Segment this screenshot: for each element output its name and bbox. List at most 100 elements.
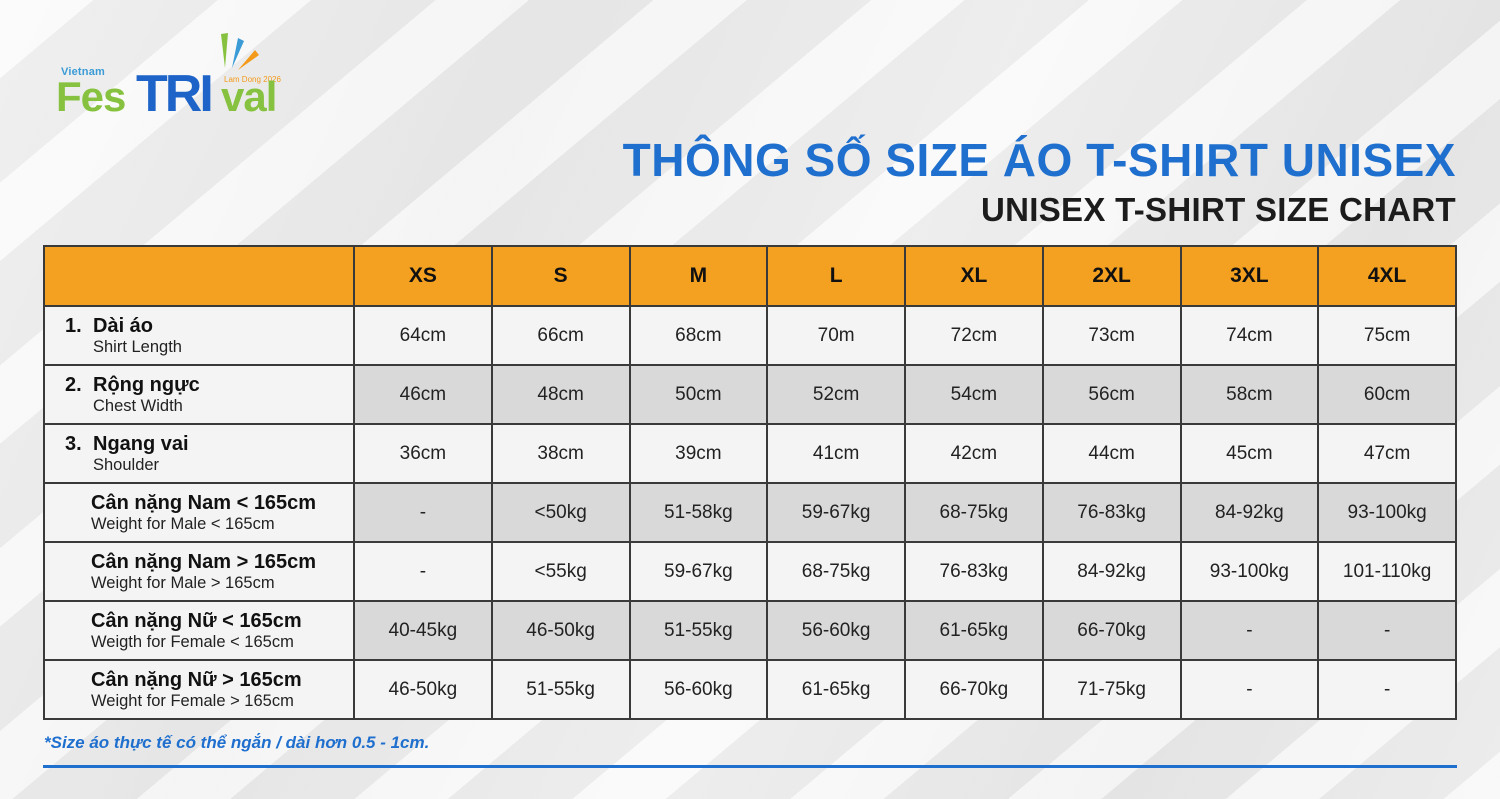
row-label: Dài áo xyxy=(93,314,154,337)
table-cell: 93-100kg xyxy=(1179,541,1320,602)
header-size-3xl: 3XL xyxy=(1179,245,1320,307)
row-sublabel: Weight for Female > 165cm xyxy=(91,691,294,710)
table-cell: 61-65kg xyxy=(904,600,1044,661)
logo-tri-text: TRI xyxy=(136,65,214,123)
logo-vietnam-text: Vietnam xyxy=(61,66,105,78)
row-label-cell: 2. Rộng ngực Chest Width xyxy=(43,364,355,425)
header-size-m: M xyxy=(628,245,769,307)
row-sublabel: Weight for Male < 165cm xyxy=(91,514,275,533)
table-row: 2. Rộng ngực Chest Width 46cm 48cm 50cm 5… xyxy=(43,364,1457,425)
table-cell: 42cm xyxy=(904,423,1044,484)
table-cell: 76-83kg xyxy=(1041,482,1182,543)
table-cell: 40-45kg xyxy=(353,600,493,661)
header-size-s: S xyxy=(490,245,631,307)
row-label-cell: Cân nặng Nữ > 165cm Weight for Female > … xyxy=(43,659,355,720)
table-cell: 58cm xyxy=(1179,364,1320,425)
table-cell: 56-60kg xyxy=(628,659,769,720)
table-row: Cân nặng Nam > 165cm Weight for Male > 1… xyxy=(43,541,1457,602)
table-cell: 44cm xyxy=(1041,423,1182,484)
table-cell: 66cm xyxy=(490,305,631,366)
table-cell: 50cm xyxy=(628,364,769,425)
row-label: Cân nặng Nữ < 165cm xyxy=(91,609,302,632)
logo-val-text: val xyxy=(221,73,277,120)
row-label-cell: 1. Dài áo Shirt Length xyxy=(43,305,355,366)
table-row: 1. Dài áo Shirt Length 64cm 66cm 68cm 70m… xyxy=(43,305,1457,366)
table-cell: 54cm xyxy=(904,364,1044,425)
table-cell: 51-55kg xyxy=(628,600,769,661)
table-row: 3. Ngang vai Shoulder 36cm 38cm 39cm 41cm… xyxy=(43,423,1457,484)
logo-rays-icon xyxy=(221,33,259,70)
table-cell: 36cm xyxy=(353,423,493,484)
table-cell: 46-50kg xyxy=(490,600,631,661)
table-cell: - xyxy=(353,541,493,602)
table-cell: 51-55kg xyxy=(490,659,631,720)
row-sublabel: Shoulder xyxy=(93,455,160,474)
table-cell: 45cm xyxy=(1179,423,1320,484)
row-number: 2. xyxy=(65,373,82,396)
table-cell: 46cm xyxy=(353,364,493,425)
header-size-xs: XS xyxy=(353,245,493,307)
table-cell: 59-67kg xyxy=(766,482,906,543)
festrival-logo: Vietnam Fes TRI Lam Dong 2026 val xyxy=(56,28,296,128)
header-size-l: L xyxy=(766,245,906,307)
table-cell: 66-70kg xyxy=(1041,600,1182,661)
header-empty-cell xyxy=(43,245,355,307)
table-cell: 52cm xyxy=(766,364,906,425)
table-cell: <55kg xyxy=(490,541,631,602)
row-label: Ngang vai xyxy=(93,432,189,455)
table-row: Cân nặng Nữ > 165cm Weight for Female > … xyxy=(43,659,1457,720)
table-row: Cân nặng Nữ < 165cm Weigth for Female < … xyxy=(43,600,1457,661)
table-cell: 68-75kg xyxy=(766,541,906,602)
row-sublabel: Weight for Male > 165cm xyxy=(91,573,275,592)
table-cell: 72cm xyxy=(904,305,1044,366)
table-cell: 84-92kg xyxy=(1041,541,1182,602)
row-label: Cân nặng Nam > 165cm xyxy=(91,550,317,573)
table-cell: 39cm xyxy=(628,423,769,484)
table-cell: 75cm xyxy=(1317,305,1457,366)
header-size-2xl: 2XL xyxy=(1041,245,1182,307)
row-label-cell: Cân nặng Nam > 165cm Weight for Male > 1… xyxy=(43,541,355,602)
table-cell: 84-92kg xyxy=(1179,482,1320,543)
table-cell: 60cm xyxy=(1317,364,1457,425)
table-cell: 70m xyxy=(766,305,906,366)
table-cell: - xyxy=(353,482,493,543)
header-size-xl: XL xyxy=(904,245,1044,307)
size-note: *Size áo thực tế có thể ngắn / dài hơn 0… xyxy=(44,733,430,752)
row-label: Cân nặng Nữ > 165cm xyxy=(91,668,302,691)
table-cell: 38cm xyxy=(490,423,631,484)
table-cell: 74cm xyxy=(1179,305,1320,366)
table-cell: 46-50kg xyxy=(353,659,493,720)
table-cell: 59-67kg xyxy=(628,541,769,602)
table-cell: 73cm xyxy=(1041,305,1182,366)
table-header-row: XS S M L XL 2XL 3XL 4XL xyxy=(43,245,1457,307)
table-cell: 68-75kg xyxy=(904,482,1044,543)
table-cell: 101-110kg xyxy=(1317,541,1457,602)
table-cell: - xyxy=(1179,600,1320,661)
table-cell: 76-83kg xyxy=(904,541,1044,602)
row-sublabel: Chest Width xyxy=(93,396,183,415)
page-title-vietnamese: THÔNG SỐ SIZE ÁO T-SHIRT UNISEX xyxy=(622,134,1456,186)
table-cell: 64cm xyxy=(353,305,493,366)
bottom-divider xyxy=(43,765,1457,768)
row-label-cell: Cân nặng Nam < 165cm Weight for Male < 1… xyxy=(43,482,355,543)
row-sublabel: Weigth for Female < 165cm xyxy=(91,632,294,651)
row-label: Cân nặng Nam < 165cm xyxy=(91,491,317,514)
row-number: 1. xyxy=(65,314,82,337)
table-cell: - xyxy=(1317,600,1457,661)
page-title-english: UNISEX T-SHIRT SIZE CHART xyxy=(980,191,1456,228)
table-cell: <50kg xyxy=(490,482,631,543)
row-label: Rộng ngực xyxy=(93,373,200,396)
logo-fes-text: Fes xyxy=(56,73,126,120)
table-cell: - xyxy=(1317,659,1457,720)
row-number: 3. xyxy=(65,432,82,455)
table-cell: 48cm xyxy=(490,364,631,425)
table-cell: 71-75kg xyxy=(1041,659,1182,720)
table-cell: 51-58kg xyxy=(628,482,769,543)
table-cell: 93-100kg xyxy=(1317,482,1457,543)
row-label-cell: Cân nặng Nữ < 165cm Weigth for Female < … xyxy=(43,600,355,661)
table-cell: 68cm xyxy=(628,305,769,366)
row-label-cell: 3. Ngang vai Shoulder xyxy=(43,423,355,484)
table-row: Cân nặng Nam < 165cm Weight for Male < 1… xyxy=(43,482,1457,543)
table-cell: 56cm xyxy=(1041,364,1182,425)
table-cell: 56-60kg xyxy=(766,600,906,661)
